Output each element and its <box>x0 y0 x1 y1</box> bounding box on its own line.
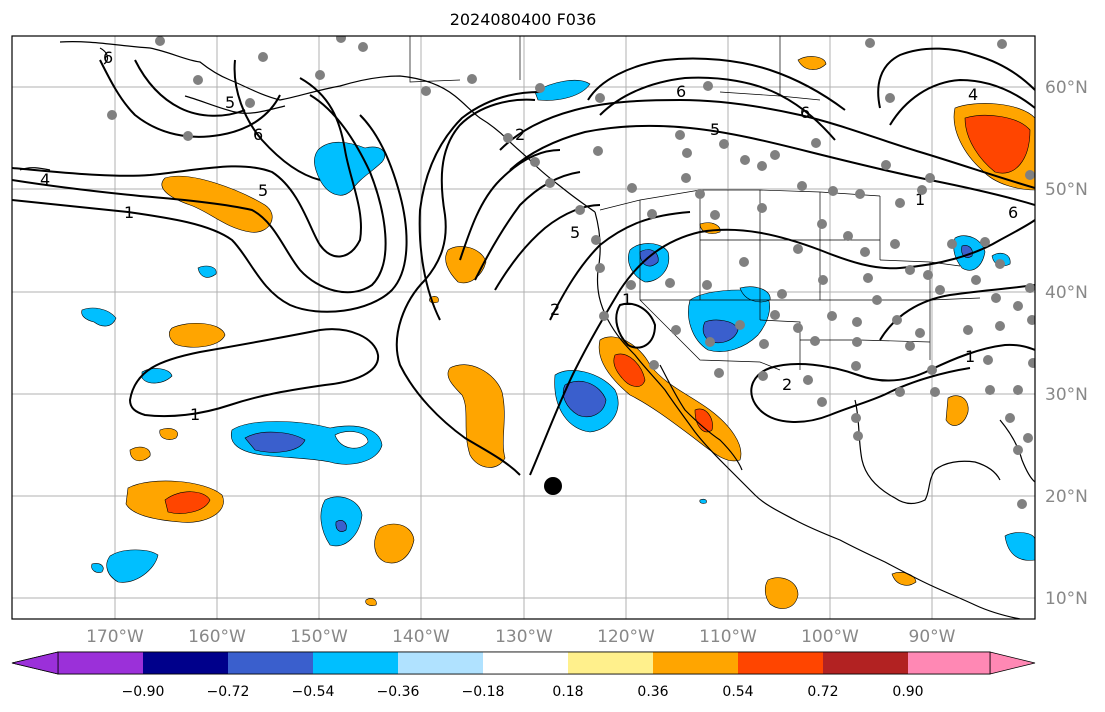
colorbar-tick-label: −0.54 <box>292 684 335 700</box>
negative-anomaly-shading <box>81 80 1035 583</box>
lat-label: 10°N <box>1045 589 1088 609</box>
latitude-labels: 60°N 50°N 40°N 30°N 20°N 10°N <box>1045 78 1088 609</box>
lon-label: 90°W <box>909 627 956 647</box>
contour-label: 6 <box>800 103 810 122</box>
contour-label: 6 <box>253 125 263 144</box>
lat-label: 30°N <box>1045 385 1088 405</box>
contour-label: 5 <box>258 181 268 200</box>
colorbar-tick-label: 0.18 <box>552 684 583 700</box>
lon-label: 110°W <box>699 627 757 647</box>
lon-label: 130°W <box>495 627 553 647</box>
colorbar-tick-label: −0.18 <box>462 684 505 700</box>
station-markers <box>107 36 1035 509</box>
contour-labels: 6 1 5 4 6 1 5 5 2 1 2 6 5 6 2 1 1 6 4 <box>40 48 1018 424</box>
contour-label: 1 <box>190 405 200 424</box>
colorbar-tick-label: −0.36 <box>377 684 420 700</box>
contour-label: 6 <box>103 48 113 67</box>
contour-label: 1 <box>622 290 632 309</box>
contour-label: 1 <box>124 203 134 222</box>
colorbar-tick-label: 0.54 <box>722 684 753 700</box>
colorbar-tick-label: 0.90 <box>892 684 923 700</box>
colorbar-tick-label: −0.72 <box>207 684 250 700</box>
height-contours <box>12 47 1035 476</box>
contour-label: 1 <box>915 190 925 209</box>
contour-label: 5 <box>570 223 580 242</box>
map-frame <box>11 35 1036 620</box>
contour-label: 4 <box>968 85 978 104</box>
colorbar-high-extension <box>989 651 1036 675</box>
lon-label: 100°W <box>801 627 859 647</box>
map-content: 6 1 5 4 6 1 5 5 2 1 2 6 5 6 2 1 1 6 4 <box>12 36 1035 619</box>
colorbar-tick-label: 0.72 <box>807 684 838 700</box>
lon-label: 120°W <box>597 627 655 647</box>
contour-label: 6 <box>676 82 686 101</box>
colorbar: −0.90 −0.72 −0.54 −0.36 −0.18 0.18 0.36 … <box>11 651 1036 700</box>
colorbar-tick-label: −0.90 <box>122 684 165 700</box>
location-marker <box>544 477 562 495</box>
lat-label: 50°N <box>1045 180 1088 200</box>
lon-label: 160°W <box>188 627 246 647</box>
lat-label: 40°N <box>1045 283 1088 303</box>
contour-label: 5 <box>710 120 720 139</box>
figure-title: 2024080400 F036 <box>450 10 597 29</box>
contour-label: 2 <box>515 125 525 144</box>
contour-label: 5 <box>225 93 235 112</box>
contour-label: 2 <box>782 375 792 394</box>
longitude-labels: 170°W 160°W 150°W 140°W 130°W 120°W 110°… <box>86 627 956 647</box>
contour-label: 4 <box>40 170 50 189</box>
lon-label: 140°W <box>392 627 450 647</box>
contour-label: 6 <box>1008 203 1018 222</box>
lon-label: 170°W <box>86 627 144 647</box>
lat-label: 60°N <box>1045 78 1088 98</box>
contour-label: 1 <box>965 347 975 366</box>
lat-label: 20°N <box>1045 487 1088 507</box>
colorbar-tick-label: 0.36 <box>637 684 668 700</box>
lon-label: 150°W <box>290 627 348 647</box>
contour-label: 2 <box>550 300 560 319</box>
